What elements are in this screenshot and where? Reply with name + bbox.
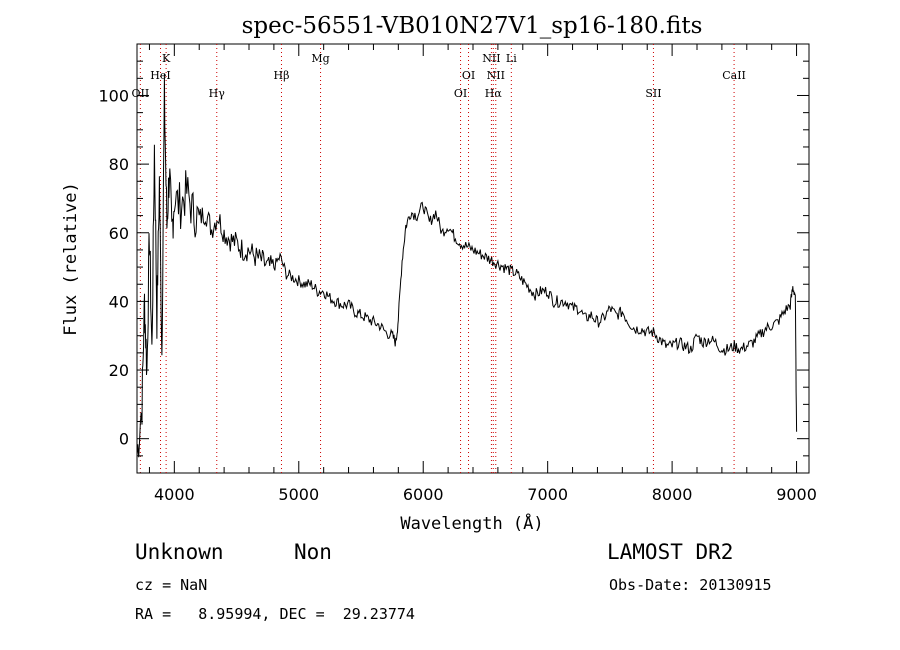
spectral-line-label: Mg <box>311 52 329 65</box>
x-axis-label: Wavelength (Å) <box>400 512 543 534</box>
class-label: Unknown <box>135 540 224 564</box>
x-tick-label: 9000 <box>776 485 817 504</box>
y-tick-label: 20 <box>109 361 129 380</box>
x-tick-label: 7000 <box>527 485 568 504</box>
radec-text: RA = 8.95994, DEC = 29.23774 <box>135 605 415 623</box>
survey-label: LAMOST DR2 <box>607 540 734 564</box>
plot-frame <box>136 43 810 474</box>
cz-text: cz = NaN <box>135 576 208 594</box>
axis-tick-labels: 4000 5000 6000 7000 8000 9000 0 20 40 60 80 100 <box>98 86 816 504</box>
spectral-line-label: Li <box>506 52 517 65</box>
y-tick-label: 60 <box>109 224 129 243</box>
y-tick-label: 0 <box>119 430 129 449</box>
spectral-line-label: OII <box>132 87 150 100</box>
spectral-line-label: NII <box>487 69 505 82</box>
spectral-line-label: Hα <box>485 87 503 100</box>
spectrum-line <box>136 73 798 458</box>
x-tick-label: 6000 <box>403 485 444 504</box>
spectral-line-label: HeI <box>150 69 170 82</box>
spectral-line-label: K <box>162 52 171 65</box>
y-tick-label: 100 <box>98 86 129 105</box>
spectral-line-label: NII <box>482 52 500 65</box>
spectral-line-label: CaII <box>722 69 746 82</box>
chart-title: spec-56551-VB010N27V1_sp16-180.fits <box>242 13 703 39</box>
x-tick-label: 8000 <box>652 485 693 504</box>
spectral-line-label: SII <box>645 87 661 100</box>
spectral-line-label: Hγ <box>209 87 226 100</box>
x-tick-label: 5000 <box>278 485 319 504</box>
y-axis-label: Flux (relative) <box>61 182 81 336</box>
spectral-line-markers <box>139 44 735 473</box>
spectral-line-label: Hβ <box>274 69 290 82</box>
y-tick-label: 40 <box>109 292 129 311</box>
y-tick-label: 80 <box>109 155 129 174</box>
x-tick-label: 4000 <box>154 485 195 504</box>
axis-ticks <box>137 44 809 474</box>
subclass-label: Non <box>294 540 332 564</box>
obs-date-text: Obs-Date: 20130915 <box>609 576 772 594</box>
spectral-line-label: OI <box>462 69 475 82</box>
spectral-line-label: OI <box>454 87 467 100</box>
